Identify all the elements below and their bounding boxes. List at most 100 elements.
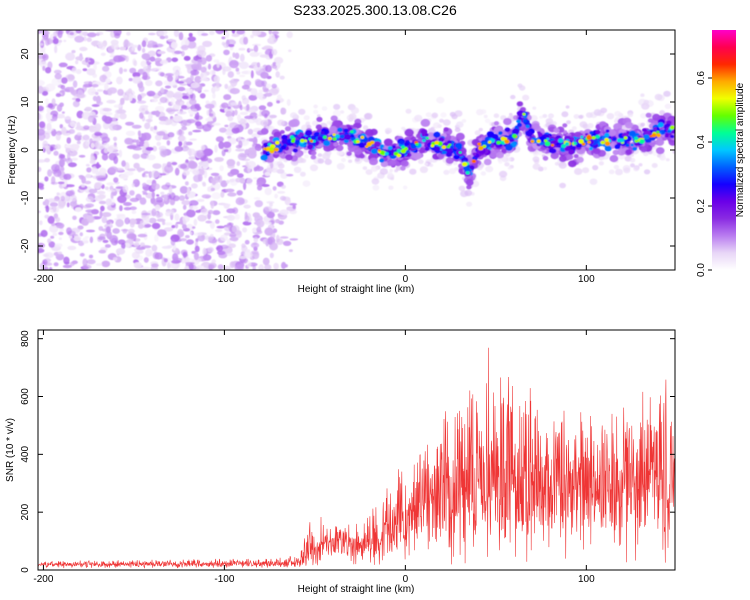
noise-blob [286,173,294,177]
noise-blob [118,149,123,158]
noise-blob [226,214,236,221]
noise-blob [215,219,220,224]
noise-blob [158,145,167,151]
noise-blob [176,111,187,115]
noise-blob [231,225,240,233]
noise-blob [178,32,184,41]
noise-blob [140,266,151,270]
noise-blob [69,200,77,207]
signal-blob [627,112,634,118]
noise-blob [225,110,233,118]
noise-blob [143,174,148,178]
noise-blob [284,264,288,268]
noise-blob [166,107,175,111]
noise-blob [128,93,133,102]
noise-blob [148,113,153,120]
noise-blob [239,111,249,116]
noise-blob [181,44,189,51]
noise-blob [74,134,83,141]
noise-blob [167,39,177,42]
noise-blob [127,88,133,95]
signal-blob [456,121,464,128]
noise-blob [102,239,109,243]
noise-blob [192,129,202,133]
signal-blob [443,127,449,132]
noise-blob [125,138,135,145]
noise-blob [238,47,246,51]
noise-blob [112,117,117,122]
noise-blob [141,145,146,151]
noise-blob [259,54,269,58]
noise-blob [167,75,173,82]
snr-x-tick-label: -100 [214,574,234,585]
noise-blob [82,258,88,267]
signal-blob [612,149,620,156]
signal-blob [614,144,621,150]
noise-blob [57,251,63,255]
signal-blob [573,154,579,159]
noise-blob [256,164,260,170]
signal-blob [598,161,605,166]
signal-blob [331,120,341,128]
noise-blob [58,237,62,240]
signal-blob [474,130,481,136]
noise-blob [58,39,63,43]
noise-blob [119,46,127,51]
signal-blob [371,148,378,155]
noise-blob [171,225,176,229]
noise-blob [93,40,97,47]
signal-blob [488,150,498,159]
signal-blob [334,134,340,139]
signal-blob [422,138,426,143]
signal-blob [431,112,439,119]
noise-blob [63,39,67,43]
noise-blob [136,144,141,148]
signal-blob [554,162,560,166]
noise-blob [236,71,241,75]
signal-blob [632,146,638,151]
noise-blob [39,43,44,46]
signal-blob [281,134,288,140]
noise-blob [249,51,260,57]
signal-blob [562,123,568,128]
noise-blob [141,132,152,141]
noise-blob [66,227,72,235]
signal-blob [323,140,331,147]
noise-blob [250,88,258,96]
noise-blob [282,240,292,246]
noise-blob [234,109,238,116]
signal-blob [600,107,608,114]
noise-blob [246,178,253,186]
signal-blob [482,144,487,148]
noise-blob [164,222,173,226]
noise-blob [141,47,146,53]
noise-blob [252,30,260,37]
signal-blob [379,144,385,149]
signal-blob [453,161,458,166]
noise-blob [205,55,213,62]
noise-blob [112,228,120,234]
noise-blob [56,113,65,119]
noise-blob [279,195,287,201]
noise-blob [75,69,82,75]
signal-blob [448,168,456,175]
signal-blob [402,185,408,190]
signal-blob [507,166,512,170]
noise-blob [54,73,62,80]
noise-blob [254,144,262,151]
noise-blob [98,200,107,205]
snr-y-tick-label: 0 [20,567,31,573]
noise-blob [87,115,95,123]
noise-blob [125,121,135,126]
noise-blob [154,204,161,211]
noise-blob [275,71,281,78]
noise-blob [145,110,149,115]
noise-blob [91,166,97,174]
signal-blob [275,140,280,145]
noise-blob [211,100,217,106]
noise-blob [256,62,261,68]
noise-blob [85,139,90,147]
noise-blob [131,47,135,51]
noise-blob [129,190,135,196]
noise-blob [170,41,178,49]
